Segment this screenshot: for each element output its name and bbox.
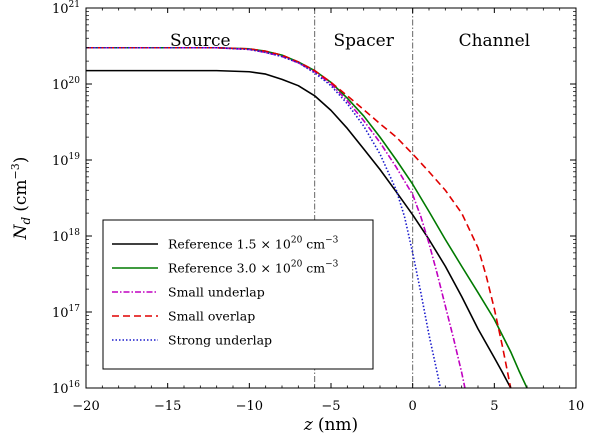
series-line — [86, 46, 466, 388]
y-axis-subscript: d — [19, 216, 33, 224]
y-axis-unit-exponent: −3 — [9, 163, 22, 179]
y-axis-unit: (cm — [11, 180, 31, 212]
y-tick-label: 1016 — [52, 380, 80, 397]
legend-entry-label: Reference 1.5 × 1020 cm−3 — [168, 236, 339, 252]
x-axis-label: z (nm) — [303, 415, 358, 435]
y-tick-label: 1019 — [52, 152, 80, 169]
y-axis-symbol: N — [11, 223, 31, 240]
legend: Reference 1.5 × 1020 cm−3 Reference 3.0 ×… — [102, 219, 374, 370]
x-axis-symbol: z — [303, 415, 314, 435]
x-tick-label: 0 — [409, 399, 417, 414]
legend-entry-label: Small underlap — [168, 285, 265, 300]
region-label: Source — [170, 31, 231, 51]
y-tick-label: 1018 — [52, 228, 80, 245]
x-tick-label: 5 — [490, 399, 498, 414]
legend-items: Reference 1.5 × 1020 cm−3 Reference 3.0 ×… — [112, 236, 339, 348]
region-labels: Source Spacer Channel — [170, 31, 530, 51]
y-tick-label: 1020 — [52, 76, 80, 93]
region-label: Spacer — [333, 31, 394, 51]
legend-box — [102, 219, 374, 370]
y-axis-ticks: 1016 1017 1018 1019 1020 1021 — [52, 0, 576, 397]
x-tick-label: −10 — [236, 399, 263, 414]
x-tick-label: −5 — [321, 399, 340, 414]
x-tick-label: −15 — [154, 399, 181, 414]
x-tick-label: −20 — [72, 399, 99, 414]
legend-entry-label: Strong underlap — [168, 333, 272, 348]
series-line — [86, 46, 528, 388]
y-axis-unit-close: ) — [11, 157, 31, 164]
y-tick-label: 1017 — [52, 304, 80, 321]
x-tick-label: 10 — [568, 399, 585, 414]
series-line — [86, 46, 442, 388]
legend-entry-label: Reference 3.0 × 1020 cm−3 — [168, 260, 339, 276]
series-line — [86, 69, 512, 388]
x-axis-ticks: −20 −15 −10 −5 0 5 10 — [72, 8, 584, 414]
data-series — [86, 46, 528, 388]
y-axis-label: Nd (cm−3) — [9, 157, 33, 241]
region-label: Channel — [459, 31, 531, 51]
x-axis-unit: (nm) — [318, 415, 358, 435]
series-line — [86, 46, 512, 388]
legend-entry-label: Small overlap — [168, 309, 255, 324]
y-tick-label: 1021 — [52, 0, 80, 17]
